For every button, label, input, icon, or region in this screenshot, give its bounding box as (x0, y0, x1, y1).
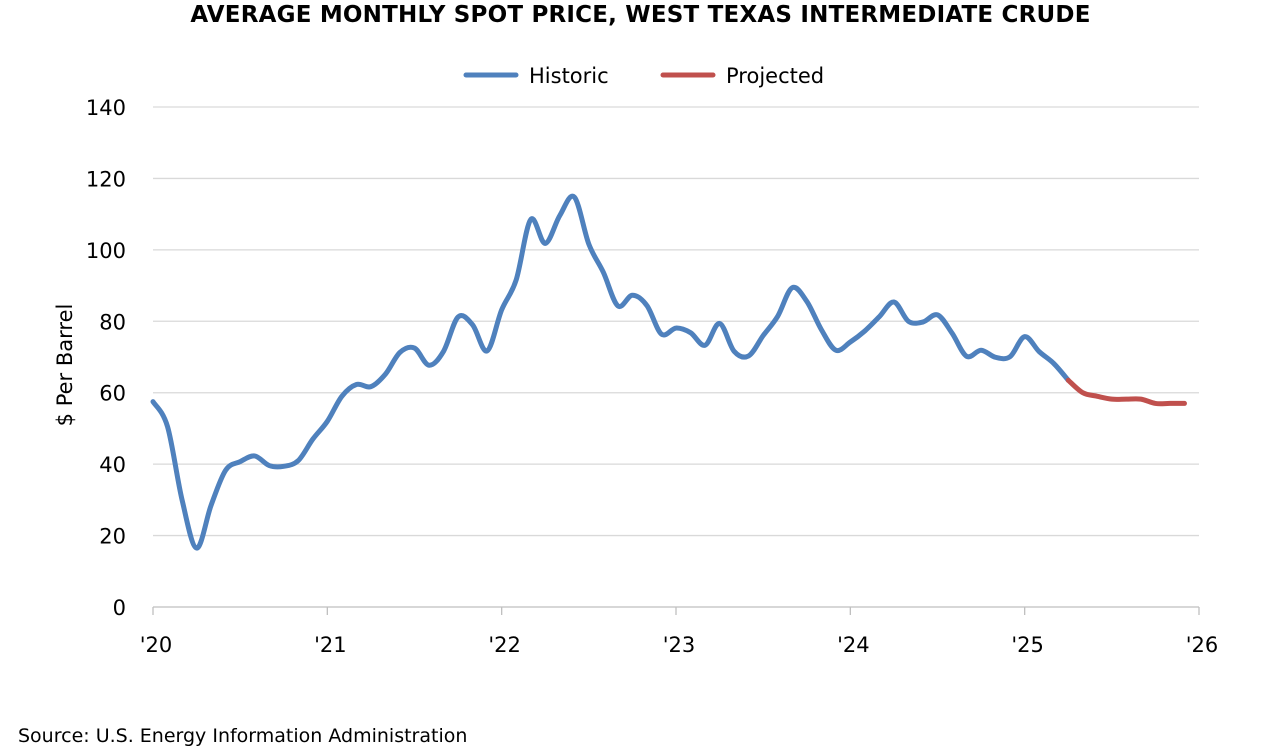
x-tick-label: '23 (663, 633, 696, 657)
x-tick-label: '24 (837, 633, 870, 657)
legend-label-historic: Historic (529, 64, 609, 88)
legend: Historic Projected (463, 64, 824, 88)
gridlines (153, 106, 1199, 537)
chart-svg: 0 20 40 60 80 100 120 140 '20 '21 '22 '23 '24 '25 '26… (53, 64, 1219, 657)
y-tick-label: 140 (86, 96, 126, 120)
y-axis-label: $ Per Barrel (53, 304, 77, 427)
x-tick-label: '25 (1011, 633, 1044, 657)
series-line-projected (1065, 377, 1187, 407)
x-tick-label: '21 (314, 633, 347, 657)
x-tick-label: '26 (1186, 633, 1219, 657)
series-line-historic (150, 193, 1071, 551)
axes (152, 606, 1200, 615)
y-tick-label: 100 (86, 239, 126, 263)
x-tick-label: '22 (488, 633, 521, 657)
y-tick-label: 80 (99, 310, 126, 334)
y-tick-label: 20 (99, 525, 126, 549)
x-tick-labels: '20 '21 '22 '23 '24 '25 '26 (140, 633, 1219, 657)
series-lines (150, 193, 1187, 551)
source-note: Source: U.S. Energy Information Administ… (18, 725, 468, 747)
chart-title: AVERAGE MONTHLY SPOT PRICE, WEST TEXAS I… (190, 2, 1091, 28)
y-tick-label: 40 (99, 453, 126, 477)
y-tick-labels: 0 20 40 60 80 100 120 140 (86, 96, 126, 620)
x-tick-label: '20 (140, 633, 173, 657)
y-tick-label: 60 (99, 382, 126, 406)
y-tick-label: 120 (86, 167, 126, 191)
y-tick-label: 0 (113, 596, 126, 620)
legend-label-projected: Projected (726, 64, 824, 88)
